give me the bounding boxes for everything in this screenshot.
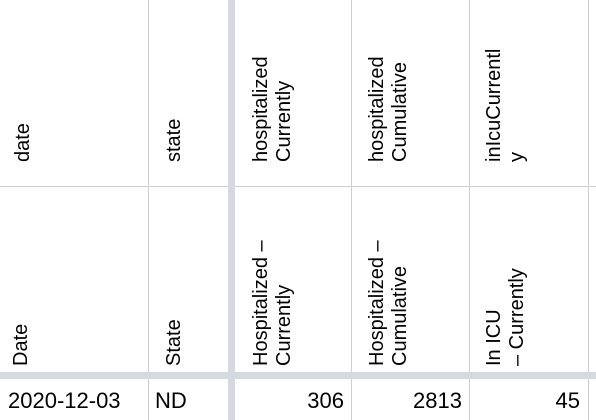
label-text-line: Hospitalized – — [366, 240, 388, 366]
cell-date[interactable]: 2020-12-03 — [8, 388, 121, 413]
header-text-line: Currently — [273, 80, 295, 162]
label-text-line: Hospitalized – — [250, 240, 272, 366]
label-text-line: – Currently — [506, 268, 528, 366]
label-text: State — [163, 319, 185, 366]
cell-in-icu-currently[interactable]: 45 — [555, 388, 580, 413]
frozen-column-divider[interactable] — [228, 0, 235, 420]
header-cell-hospitalized-currently[interactable]: hospitalized Currently — [250, 56, 296, 162]
cell-state[interactable]: ND — [155, 388, 187, 413]
label-cell-date[interactable]: Date — [10, 324, 33, 366]
header-text-line: hospitalized — [366, 56, 388, 162]
label-text-line: Cumulative — [389, 265, 411, 366]
cell-hospitalized-currently[interactable]: 306 — [307, 388, 344, 413]
row-divider — [0, 186, 596, 187]
label-text-line: In ICU — [483, 309, 505, 366]
header-cell-date[interactable]: date — [12, 123, 35, 162]
frozen-row-divider[interactable] — [0, 372, 596, 379]
column-divider — [351, 0, 352, 420]
cell-hospitalized-cumulative[interactable]: 2813 — [413, 388, 462, 413]
header-text-line: y — [506, 152, 528, 162]
label-cell-hospitalized-cumulative[interactable]: Hospitalized – Cumulative — [366, 240, 412, 366]
header-cell-state[interactable]: state — [163, 119, 186, 162]
header-cell-in-icu-currently[interactable]: inIcuCurrentl y — [483, 49, 529, 162]
column-divider — [148, 0, 149, 420]
label-cell-in-icu-currently[interactable]: In ICU – Currently — [483, 268, 529, 366]
label-text-line: Currently — [273, 284, 295, 366]
header-text-line: inIcuCurrentl — [483, 48, 505, 162]
header-text-line: hospitalized — [250, 56, 272, 162]
column-divider — [469, 0, 470, 420]
header-text: date — [12, 123, 34, 162]
header-text: state — [163, 118, 185, 162]
header-cell-hospitalized-cumulative[interactable]: hospitalized Cumulative — [366, 56, 412, 162]
label-text: Date — [10, 323, 32, 366]
header-text-line: Cumulative — [389, 61, 411, 162]
column-divider — [588, 0, 589, 420]
label-cell-hospitalized-currently[interactable]: Hospitalized – Currently — [250, 240, 296, 366]
label-cell-state[interactable]: State — [163, 319, 186, 366]
